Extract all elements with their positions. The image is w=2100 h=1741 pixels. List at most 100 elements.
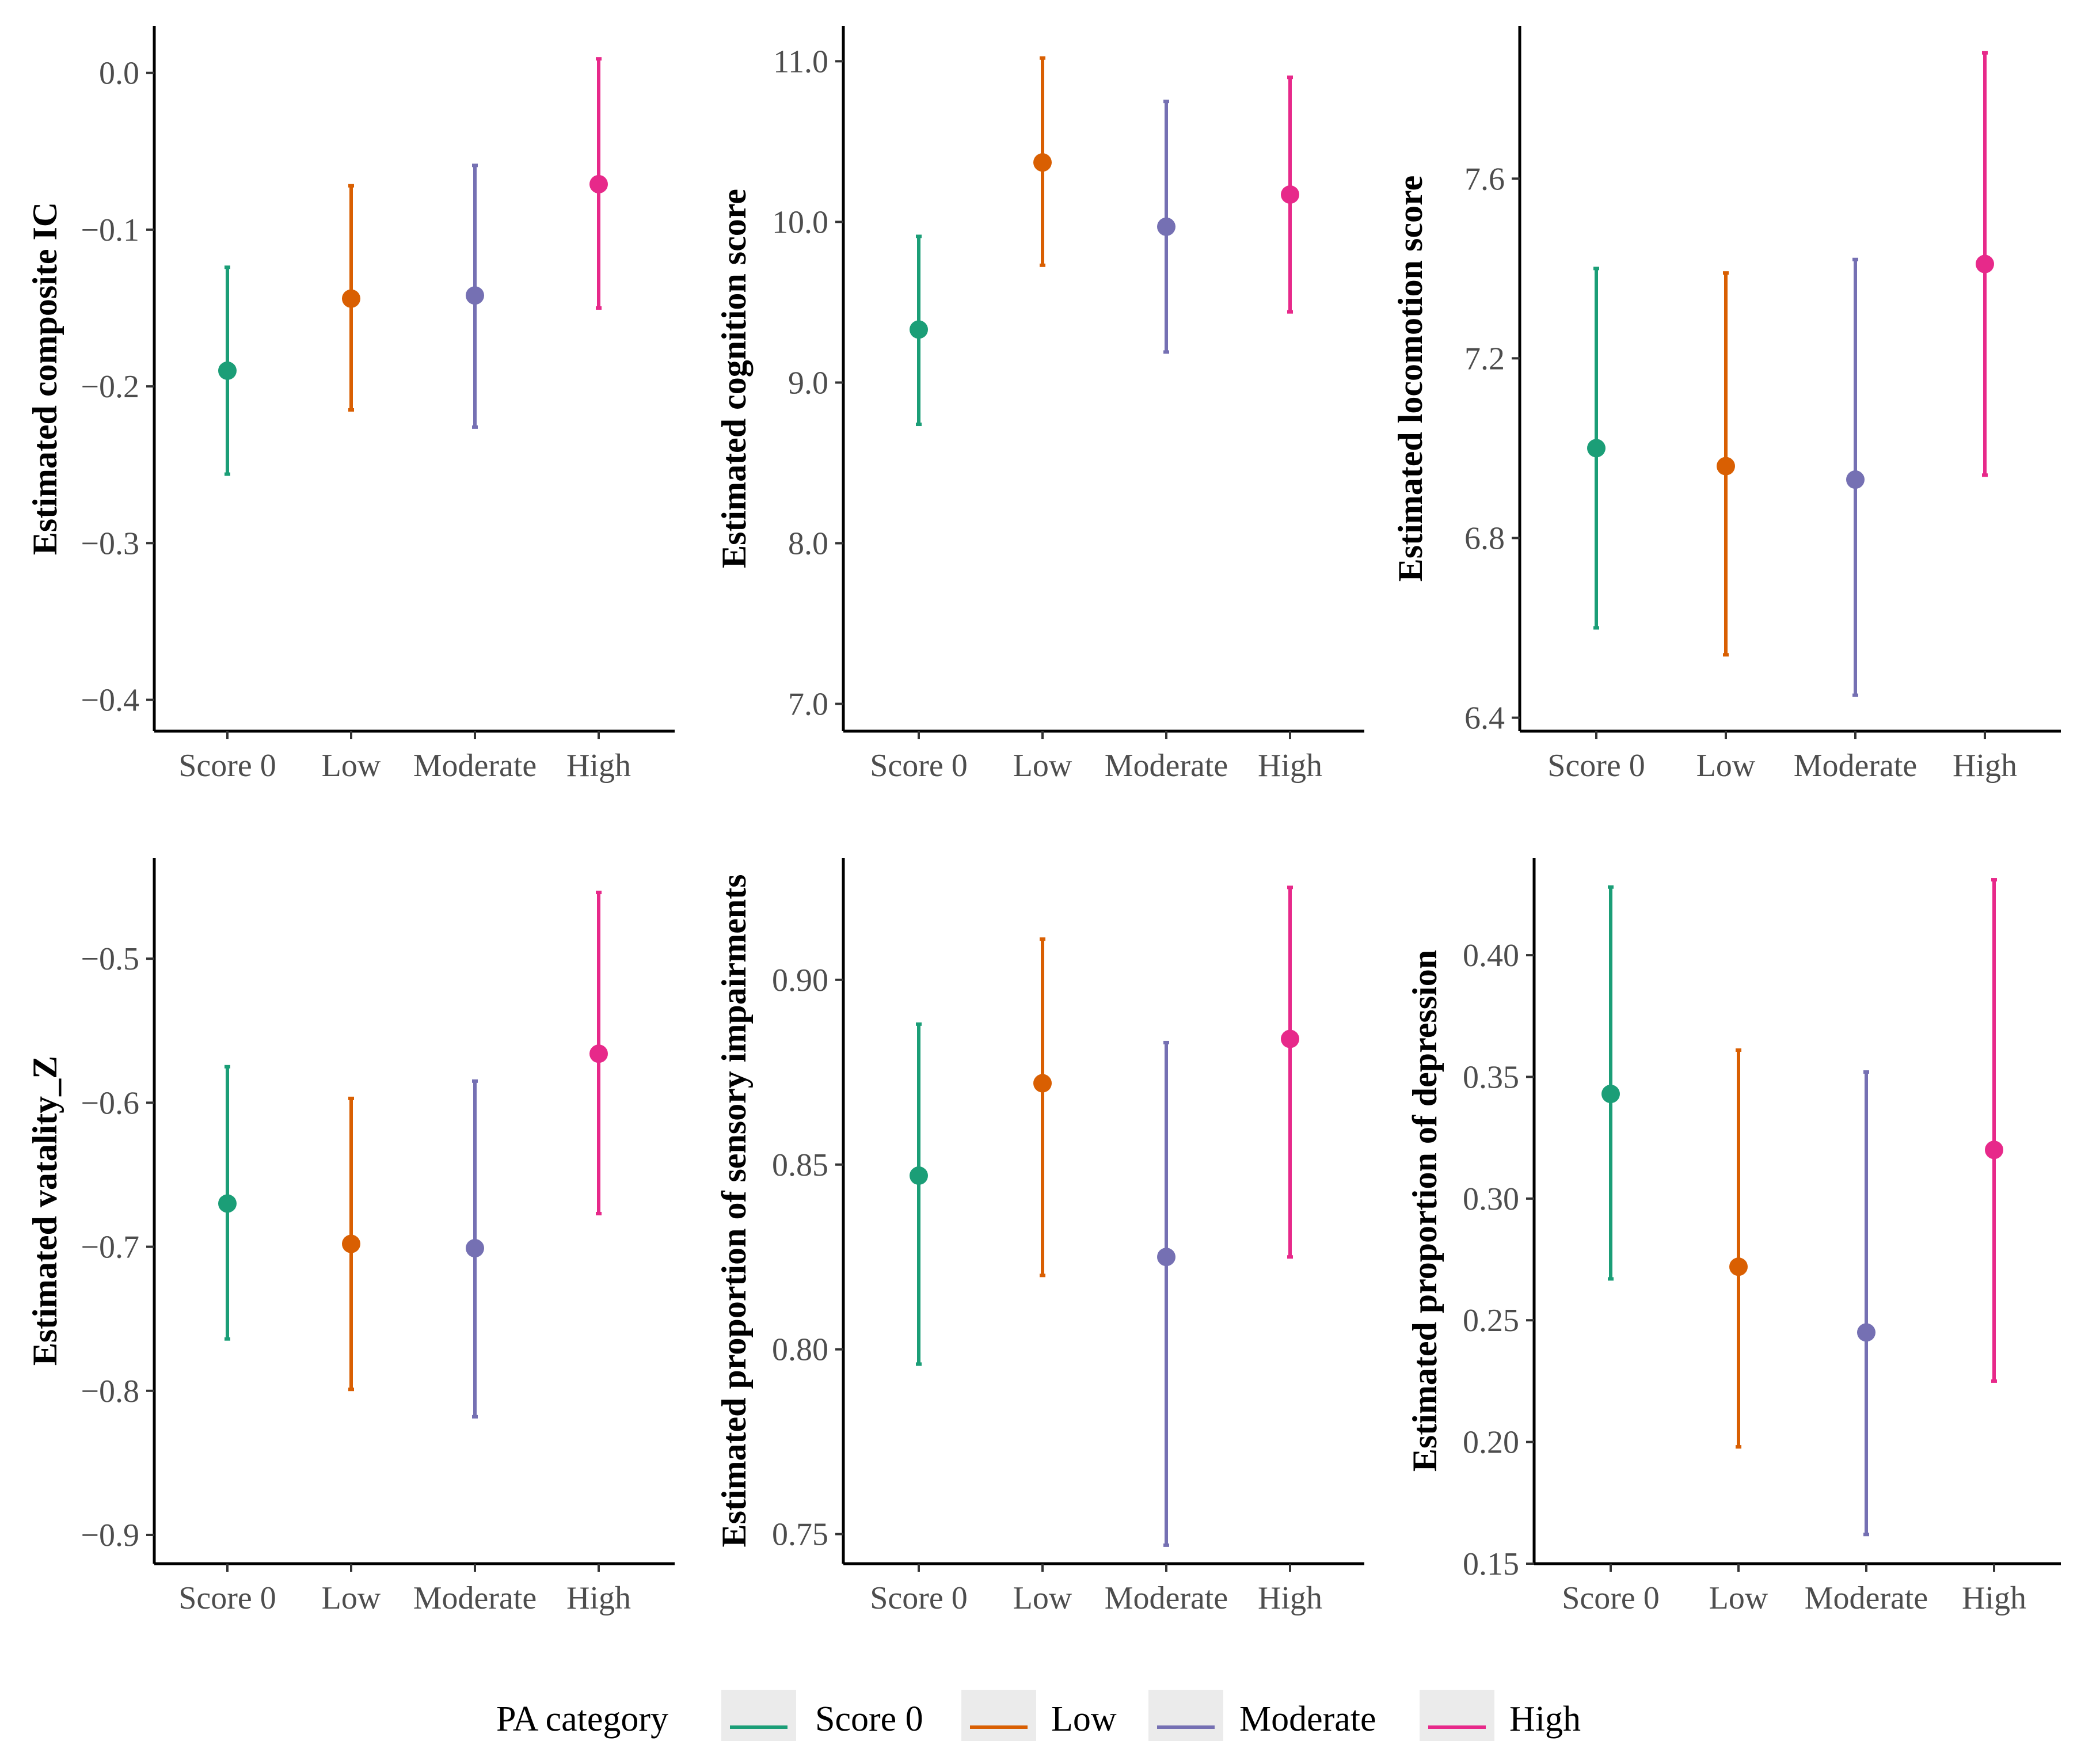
point-low xyxy=(1033,153,1052,172)
y-tick-label: 11.0 xyxy=(773,44,828,79)
y-tick-label: 8.0 xyxy=(788,526,828,562)
x-tick-label: High xyxy=(1258,1580,1322,1616)
y-tick-label: 0.20 xyxy=(1463,1425,1519,1461)
x-tick-label: Score 0 xyxy=(178,1580,276,1616)
y-tick-label: −0.4 xyxy=(81,683,139,719)
panel-3: 7.6 7.2 6.8 6.4 Score 0 Low Moderate High Estima… xyxy=(1391,26,2061,784)
x-tick-label: Low xyxy=(1013,748,1072,784)
x-tick-label: Score 0 xyxy=(1547,748,1645,784)
x-tick-label: Moderate xyxy=(1105,748,1228,784)
point-high xyxy=(589,1044,608,1063)
y-tick-label: 7.6 xyxy=(1464,161,1505,197)
point-low xyxy=(342,1234,360,1253)
point-high xyxy=(1281,1029,1299,1048)
y-tick-label: 0.75 xyxy=(772,1517,828,1553)
panel-2: 11.0 10.0 9.0 8.0 7.0 Score 0 Low Moderate High E… xyxy=(715,26,1364,784)
y-axis-title: Estimated vatality_Z xyxy=(26,1056,64,1366)
point-low xyxy=(1033,1074,1052,1093)
legend-key-high xyxy=(1420,1690,1494,1741)
panel-5: 0.90 0.85 0.80 0.75 Score 0 Low Moderate High Es… xyxy=(715,858,1364,1616)
y-axis-title: Estimated cognition score xyxy=(715,189,753,568)
point-moderate xyxy=(1157,1248,1175,1267)
point-score-0 xyxy=(910,1166,928,1185)
legend-label-moderate: Moderate xyxy=(1239,1700,1376,1739)
legend: PA category Score 0 Low Moderate High xyxy=(496,1690,1581,1741)
x-tick-label: Score 0 xyxy=(1562,1580,1660,1616)
point-high xyxy=(1985,1141,2003,1160)
point-low xyxy=(342,289,360,308)
y-tick-label: −0.2 xyxy=(81,369,139,405)
x-tick-label: Score 0 xyxy=(870,1580,968,1616)
x-tick-label: Low xyxy=(1013,1580,1072,1616)
y-axis-title: Estimated composite IC xyxy=(26,202,64,555)
x-tick-label: High xyxy=(1258,748,1322,784)
y-axis-title: Estimated proportion of depression xyxy=(1406,950,1444,1472)
y-axis-title: Estimated locomotion score xyxy=(1391,176,1429,581)
legend-key-low xyxy=(961,1690,1036,1741)
x-tick-label: High xyxy=(1953,748,2017,784)
point-score-0 xyxy=(218,1194,237,1213)
x-tick-label: Low xyxy=(1696,748,1756,784)
legend-label-score-0: Score 0 xyxy=(815,1700,923,1739)
y-tick-label: −0.8 xyxy=(81,1374,139,1409)
y-tick-label: −0.5 xyxy=(81,941,139,977)
point-high xyxy=(589,174,608,193)
point-moderate xyxy=(466,286,484,305)
x-tick-label: Moderate xyxy=(1805,1580,1928,1616)
point-moderate xyxy=(1846,470,1865,489)
panel-4: −0.5 −0.6 −0.7 −0.8 −0.9 Score 0 Low Moderate Hi… xyxy=(26,858,675,1616)
y-tick-label: 7.0 xyxy=(788,687,828,723)
y-tick-label: −0.6 xyxy=(81,1085,139,1121)
legend-label-high: High xyxy=(1509,1700,1581,1739)
x-tick-label: Moderate xyxy=(413,1580,537,1616)
point-low xyxy=(1717,457,1735,476)
legend-key-moderate xyxy=(1148,1690,1223,1741)
legend-label-low: Low xyxy=(1051,1700,1117,1739)
y-tick-label: −0.1 xyxy=(81,212,139,248)
y-tick-label: 0.30 xyxy=(1463,1181,1519,1217)
y-tick-label: 10.0 xyxy=(772,204,828,240)
y-axis-title: Estimated proportion of sensory impairme… xyxy=(715,875,753,1548)
y-tick-label: 0.35 xyxy=(1463,1059,1519,1095)
y-tick-label: 0.90 xyxy=(772,963,828,998)
point-high xyxy=(1976,254,1994,273)
y-tick-label: 0.40 xyxy=(1463,938,1519,974)
point-score-0 xyxy=(1601,1085,1620,1104)
x-tick-label: Score 0 xyxy=(870,748,968,784)
y-tick-label: 0.0 xyxy=(99,56,139,92)
x-tick-label: Score 0 xyxy=(178,748,276,784)
point-high xyxy=(1281,185,1299,204)
y-tick-label: 0.15 xyxy=(1463,1546,1519,1582)
y-tick-label: 0.85 xyxy=(772,1147,828,1183)
x-tick-label: Low xyxy=(322,748,381,784)
x-tick-label: Moderate xyxy=(1105,1580,1228,1616)
point-low xyxy=(1729,1257,1748,1276)
y-tick-label: −0.3 xyxy=(81,526,139,561)
x-tick-label: Moderate xyxy=(1794,748,1918,784)
x-tick-label: High xyxy=(566,748,631,784)
y-tick-label: 0.25 xyxy=(1463,1303,1519,1339)
point-score-0 xyxy=(1587,439,1606,458)
x-tick-label: High xyxy=(1962,1580,2026,1616)
x-tick-label: High xyxy=(566,1580,631,1616)
x-tick-label: Low xyxy=(322,1580,381,1616)
y-tick-label: −0.7 xyxy=(81,1230,139,1265)
y-tick-label: 0.80 xyxy=(772,1332,828,1368)
point-score-0 xyxy=(218,361,237,380)
point-score-0 xyxy=(910,320,928,339)
legend-key-score-0 xyxy=(721,1690,796,1741)
point-moderate xyxy=(1157,217,1175,236)
panel-1: 0.0 −0.1 −0.2 −0.3 −0.4 Score 0 Low Moderate Hig… xyxy=(26,26,675,784)
panels-container: 0.0 −0.1 −0.2 −0.3 −0.4 Score 0 Low Moderate Hig… xyxy=(26,26,2061,1616)
x-tick-label: Moderate xyxy=(413,748,537,784)
y-tick-label: −0.9 xyxy=(81,1518,139,1553)
y-tick-label: 9.0 xyxy=(788,365,828,401)
y-tick-label: 7.2 xyxy=(1464,341,1505,377)
point-moderate xyxy=(466,1239,484,1258)
panel-6: 0.40 0.35 0.30 0.25 0.20 0.15 Score 0 Low Modera… xyxy=(1406,858,2061,1616)
y-tick-label: 6.4 xyxy=(1464,701,1505,736)
legend-title: PA category xyxy=(496,1700,668,1739)
point-moderate xyxy=(1857,1323,1875,1342)
x-tick-label: Low xyxy=(1709,1580,1768,1616)
